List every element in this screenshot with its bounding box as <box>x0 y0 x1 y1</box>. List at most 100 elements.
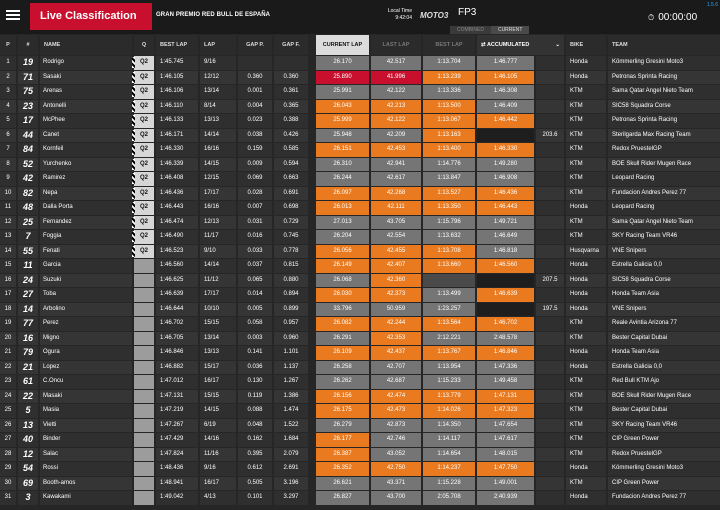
cell-gap-previous: 0.119 <box>238 389 272 403</box>
cell-last-lap: 42.360 <box>371 273 421 287</box>
accumulated-dropdown[interactable]: ⇄ ACCUMULATED ⌄ <box>477 35 564 55</box>
clock-value: 00:00:00 <box>658 12 698 23</box>
table-row[interactable]: 22 21 Lopez 1:46.882 15/17 0.036 1.137 26.258 42… <box>0 360 720 376</box>
cell-speed <box>536 346 564 360</box>
table-row[interactable]: 7 84 Kornfeil Q2 1:46.330 16/16 0.159 0.585 26.1… <box>0 143 720 158</box>
col-last-lap[interactable]: LAST LAP <box>371 35 421 55</box>
table-row[interactable]: 12 25 Fernandez Q2 1:46.474 12/13 0.031 0.729 27… <box>0 215 720 231</box>
table-row[interactable]: 21 79 Ogura 1:46.846 13/13 0.141 1.101 26.109 42… <box>0 346 720 361</box>
table-row[interactable]: 10 82 Nepa Q2 1:46.436 17/17 0.028 0.691 26.097 4… <box>0 186 720 202</box>
table-row[interactable]: 8 52 Yurchenko Q2 1:46.339 14/15 0.009 0.594 26.… <box>0 157 720 173</box>
cell-rider-name: Foggia <box>40 230 132 244</box>
menu-icon[interactable] <box>6 8 20 22</box>
table-row[interactable]: 26 13 Vietti 1:47.267 6/19 0.048 1.522 26.279 42… <box>0 418 720 434</box>
cell-lap: 14/16 <box>200 433 236 447</box>
col-lap[interactable]: LAP <box>200 35 236 55</box>
table-row[interactable]: 27 40 Binder 1:47.429 14/16 0.162 1.684 26.177 4… <box>0 433 720 448</box>
table-row[interactable]: 30 69 Booth-amos 1:48.941 16/17 0.505 3.196 26.… <box>0 476 720 492</box>
table-row[interactable]: 20 16 Migno 1:46.705 13/14 0.003 0.960 26.291 42… <box>0 331 720 347</box>
col-team[interactable]: TEAM <box>608 35 720 55</box>
cell-current-lap: 26.827 <box>316 491 369 505</box>
cell-rider-name: Canet <box>40 128 132 142</box>
cell-qualifier: Q2 <box>134 128 154 142</box>
cell-position: 20 <box>0 331 16 345</box>
current-tab[interactable]: CURRENT <box>490 26 530 34</box>
table-row[interactable]: 9 42 Ramirez Q2 1:46.408 12/15 0.069 0.663 26.24… <box>0 172 720 187</box>
cell-gap-first: 0.960 <box>274 331 308 345</box>
table-row[interactable]: 19 77 Perez 1:46.702 15/15 0.058 0.957 26.082 42… <box>0 317 720 332</box>
cell-speed <box>536 99 564 113</box>
cell-team: Petronas Sprinta Racing <box>608 70 720 84</box>
cell-accumulated: 1:49.001 <box>477 476 534 490</box>
cell-best-sector: 1:15.233 <box>423 375 475 389</box>
table-row[interactable]: 14 55 Fenati Q2 1:46.523 9/10 0.033 0.778 26.056… <box>0 244 720 260</box>
col-name[interactable]: NAME <box>40 35 132 55</box>
table-row[interactable]: 3 75 Arenas Q2 1:46.106 13/14 0.001 0.361 25.991… <box>0 85 720 100</box>
table-row[interactable]: 31 3 Kawakami 1:49.042 4/13 0.101 3.297 26.827 4… <box>0 491 720 506</box>
cell-qualifier: Q2 <box>134 172 154 186</box>
cell-speed: 203.6 <box>536 128 564 142</box>
cell-best-lap: 1:46.105 <box>156 70 198 84</box>
table-row[interactable]: 4 23 Antonelli Q2 1:46.110 8/14 0.004 0.365 26.0… <box>0 99 720 115</box>
table-row[interactable]: 23 61 C.Oncu 1:47.012 16/17 0.130 1.267 26.262 4… <box>0 375 720 390</box>
cell-last-lap: 42.407 <box>371 259 421 273</box>
table-row[interactable]: 5 17 McPhee Q2 1:46.133 13/13 0.023 0.388 25.999… <box>0 114 720 129</box>
cell-current-lap: 26.204 <box>316 230 369 244</box>
cell-team: Red Bull KTM Ajo <box>608 375 720 389</box>
col-pos[interactable]: P <box>0 35 16 55</box>
cell-best-sector: 1:13.954 <box>423 360 475 374</box>
cell-team: Leopard Racing <box>608 201 720 215</box>
cell-speed: 207.5 <box>536 273 564 287</box>
cell-position: 30 <box>0 476 16 490</box>
cell-number: 21 <box>18 360 38 374</box>
table-row[interactable]: 1 19 Rodrigo Q2 1:45.745 9/16 26.170 42.517 1:13… <box>0 56 720 71</box>
cell-qualifier: Q2 <box>134 186 154 200</box>
col-number[interactable]: # <box>18 35 38 55</box>
cell-current-lap: 26.262 <box>316 375 369 389</box>
table-row[interactable]: 11 48 Dalla Porta Q2 1:46.443 16/16 0.007 0.698… <box>0 201 720 216</box>
col-best-lap[interactable]: BEST LAP <box>156 35 198 55</box>
cell-lap: 9/10 <box>200 244 236 258</box>
cell-bike: KTM <box>566 433 606 447</box>
cell-gap-first: 0.880 <box>274 273 308 287</box>
cell-accumulated: 1:49.458 <box>477 375 534 389</box>
col-best-lap-2[interactable]: BEST LAP <box>423 35 475 55</box>
col-gap-f[interactable]: GAP F. <box>274 35 308 55</box>
version-label: 1.5.6 <box>706 2 718 8</box>
cell-bike: Husqvarna <box>566 244 606 258</box>
col-bike[interactable]: BIKE <box>566 35 606 55</box>
cell-qualifier: Q2 <box>134 244 154 258</box>
col-gap-p[interactable]: GAP P. <box>238 35 272 55</box>
table-row[interactable]: 24 22 Masaki 1:47.131 15/15 0.119 1.386 26.156 4… <box>0 389 720 405</box>
cell-last-lap: 42.244 <box>371 317 421 331</box>
cell-current-lap: 33.796 <box>316 302 369 316</box>
combined-tab[interactable]: COMBINED <box>450 26 491 34</box>
cell-current-lap: 26.175 <box>316 404 369 418</box>
cell-qualifier <box>134 331 154 345</box>
cell-best-sector: 1:13.499 <box>423 288 475 302</box>
cell-speed <box>536 244 564 258</box>
cell-position: 2 <box>0 70 16 84</box>
cell-gap-previous: 0.162 <box>238 433 272 447</box>
table-row[interactable]: 28 12 Salac 1:47.824 11/16 0.395 2.079 26.387 43… <box>0 447 720 463</box>
cell-gap-previous: 0.159 <box>238 143 272 157</box>
col-q[interactable]: Q <box>134 35 154 55</box>
table-row[interactable]: 6 44 Canet Q2 1:46.171 14/14 0.038 0.426 25.948 4… <box>0 128 720 144</box>
table-row[interactable]: 15 11 Garcia 1:46.560 14/14 0.037 0.815 26.149 4… <box>0 259 720 274</box>
cell-speed <box>536 186 564 200</box>
cell-lap: 10/10 <box>200 302 236 316</box>
table-row[interactable]: 2 71 Sasaki Q2 1:46.105 12/12 0.360 0.360 25.890… <box>0 70 720 86</box>
cell-speed <box>536 114 564 128</box>
cell-qualifier <box>134 476 154 490</box>
table-row[interactable]: 18 14 Arbolino 1:46.644 10/10 0.005 0.899 33.79… <box>0 302 720 318</box>
cell-best-lap: 1:47.429 <box>156 433 198 447</box>
table-row[interactable]: 17 27 Toba 1:46.639 17/17 0.014 0.894 26.030 42.… <box>0 288 720 303</box>
table-row[interactable]: 13 7 Foggia Q2 1:46.490 11/17 0.016 0.745 26.204… <box>0 230 720 245</box>
cell-best-sector: 1:14.026 <box>423 404 475 418</box>
col-current-lap[interactable]: CURRENT LAP <box>316 35 369 55</box>
table-row[interactable]: 16 24 Suzuki 1:46.625 11/12 0.065 0.880 26.068 4… <box>0 273 720 289</box>
checkered-flag-icon <box>132 187 135 199</box>
table-row[interactable]: 25 5 Masia 1:47.219 14/15 0.088 1.474 26.175 42.… <box>0 404 720 419</box>
table-row[interactable]: 29 54 Rossi 1:48.436 9/16 0.612 2.691 26.352 42.… <box>0 462 720 477</box>
